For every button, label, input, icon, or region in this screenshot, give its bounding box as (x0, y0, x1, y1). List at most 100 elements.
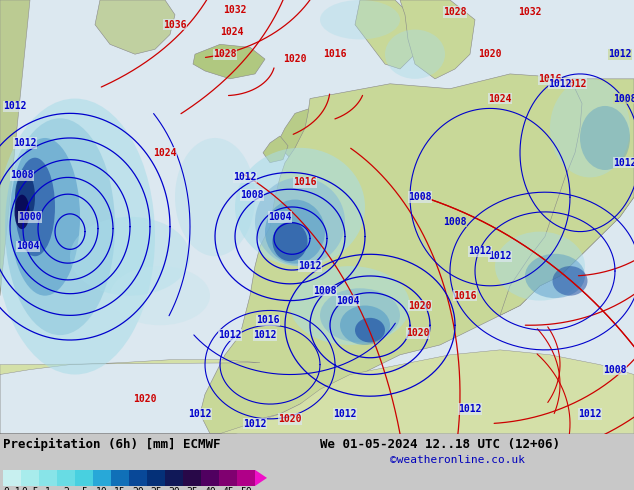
Text: 1008: 1008 (240, 190, 264, 200)
Bar (21, 470, 39, 486)
Text: 1024: 1024 (153, 148, 177, 158)
Text: 1032: 1032 (223, 5, 247, 15)
Text: 1020: 1020 (478, 49, 501, 59)
Text: 1024: 1024 (488, 94, 512, 103)
Bar (129, 470, 147, 486)
Polygon shape (500, 79, 634, 316)
Ellipse shape (5, 118, 115, 335)
Text: 1012: 1012 (218, 330, 242, 340)
Text: 35: 35 (186, 487, 198, 490)
Text: 1036: 1036 (163, 20, 187, 29)
Text: 1012: 1012 (298, 261, 321, 271)
Ellipse shape (15, 158, 55, 256)
Text: 10: 10 (96, 487, 108, 490)
Polygon shape (200, 74, 634, 434)
Text: 1016: 1016 (453, 291, 477, 301)
Bar (75, 470, 93, 486)
Text: 1012: 1012 (253, 330, 277, 340)
Text: 1012: 1012 (458, 404, 482, 414)
Ellipse shape (265, 199, 325, 264)
Text: 1032: 1032 (518, 7, 541, 17)
Ellipse shape (0, 98, 155, 374)
Text: 1008: 1008 (603, 365, 627, 374)
Text: 1008: 1008 (613, 94, 634, 103)
Text: 30: 30 (168, 487, 180, 490)
Text: 1012: 1012 (3, 101, 27, 111)
Ellipse shape (15, 195, 30, 229)
Polygon shape (95, 0, 175, 54)
Text: 20: 20 (132, 487, 144, 490)
Ellipse shape (552, 266, 588, 295)
Text: 1012: 1012 (469, 246, 492, 256)
Polygon shape (400, 0, 475, 79)
Text: 1012: 1012 (188, 409, 212, 419)
Text: 1012: 1012 (243, 419, 267, 429)
Text: 1020: 1020 (278, 414, 302, 424)
Text: 1012: 1012 (13, 138, 37, 148)
Ellipse shape (320, 288, 400, 343)
Text: 1012: 1012 (548, 79, 572, 89)
Text: 1004: 1004 (336, 295, 359, 306)
Bar (93, 470, 111, 486)
Text: 1012: 1012 (563, 79, 586, 89)
Text: 1020: 1020 (133, 394, 157, 404)
Bar (165, 470, 183, 486)
Ellipse shape (340, 306, 390, 345)
Text: 25: 25 (150, 487, 162, 490)
Bar (201, 470, 219, 486)
Bar (183, 470, 201, 486)
Text: 1016: 1016 (538, 74, 562, 84)
Text: Precipitation (6h) [mm] ECMWF: Precipitation (6h) [mm] ECMWF (3, 438, 221, 451)
Ellipse shape (495, 232, 585, 300)
Text: 5: 5 (81, 487, 87, 490)
Ellipse shape (235, 148, 365, 266)
Text: 40: 40 (204, 487, 216, 490)
Polygon shape (0, 350, 634, 434)
Bar (3, 470, 21, 486)
Text: 1012: 1012 (488, 251, 512, 261)
Text: 1004: 1004 (16, 242, 40, 251)
Polygon shape (255, 470, 267, 486)
Text: 1008: 1008 (313, 286, 337, 296)
Text: 1016: 1016 (294, 177, 317, 187)
Text: 1008: 1008 (443, 217, 467, 227)
Text: 1012: 1012 (333, 409, 357, 419)
Ellipse shape (385, 29, 445, 79)
Text: 45: 45 (222, 487, 234, 490)
Text: 1: 1 (45, 487, 51, 490)
Bar (147, 470, 165, 486)
Text: 1012: 1012 (578, 409, 602, 419)
Text: 1008: 1008 (408, 192, 432, 202)
Text: 1004: 1004 (268, 212, 292, 222)
Ellipse shape (273, 222, 307, 261)
Text: 1024: 1024 (220, 26, 243, 37)
Bar (219, 470, 237, 486)
Ellipse shape (255, 177, 345, 266)
Polygon shape (280, 108, 325, 168)
Text: 1028: 1028 (213, 49, 236, 59)
Text: 1020: 1020 (406, 328, 430, 338)
Text: 1012: 1012 (608, 49, 631, 59)
Ellipse shape (70, 217, 190, 295)
Text: 1016: 1016 (256, 315, 280, 325)
Text: 50: 50 (240, 487, 252, 490)
Text: 1012: 1012 (613, 158, 634, 168)
Text: 2: 2 (63, 487, 69, 490)
Polygon shape (355, 0, 420, 69)
Ellipse shape (10, 138, 80, 295)
Ellipse shape (525, 254, 585, 298)
Bar (39, 470, 57, 486)
Text: 1008: 1008 (10, 171, 34, 180)
Text: 1028: 1028 (443, 7, 467, 17)
Text: 1000: 1000 (18, 212, 42, 222)
Text: 1020: 1020 (408, 300, 432, 311)
Ellipse shape (580, 106, 630, 170)
Text: 0.5: 0.5 (21, 487, 39, 490)
Text: 1020: 1020 (283, 54, 307, 64)
Ellipse shape (290, 266, 410, 345)
Bar (111, 470, 129, 486)
Bar (237, 470, 255, 486)
Text: We 01-05-2024 12..18 UTC (12+06): We 01-05-2024 12..18 UTC (12+06) (320, 438, 560, 451)
Polygon shape (263, 136, 288, 163)
Ellipse shape (355, 318, 385, 343)
